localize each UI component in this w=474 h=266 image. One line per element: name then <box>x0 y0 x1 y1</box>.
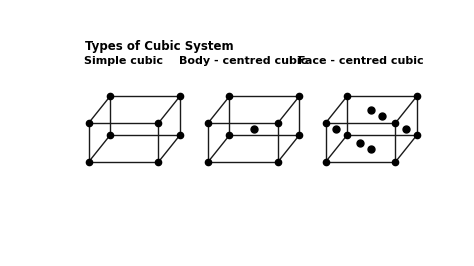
Text: Simple cubic: Simple cubic <box>84 56 163 66</box>
Text: Types of Cubic System: Types of Cubic System <box>85 40 234 53</box>
Text: Body - centred cubic: Body - centred cubic <box>179 56 307 66</box>
Text: Face - centred cubic: Face - centred cubic <box>298 56 423 66</box>
